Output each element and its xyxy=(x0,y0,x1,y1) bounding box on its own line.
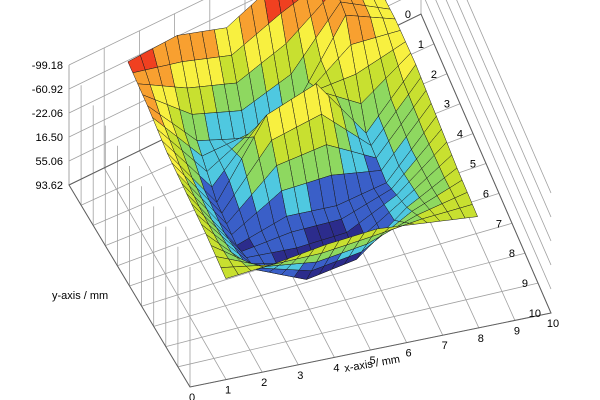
z-tick-label: -22.06 xyxy=(32,108,63,120)
floor-gridline xyxy=(165,252,526,347)
tick-labels: 93.62 55.06 16.50 -22.06 -60.92 -99.18 0 1 2 3 4 5 6… xyxy=(32,9,559,400)
floor-gridline xyxy=(153,222,513,327)
x-tick-label: 10 xyxy=(547,318,559,330)
z-tick-label: 16.50 xyxy=(35,132,63,144)
y-tick-label: 2 xyxy=(431,69,437,81)
wall-z-gridline xyxy=(435,0,552,266)
wall-z-gridline xyxy=(68,0,204,66)
x-tick-label: 4 xyxy=(333,362,339,374)
x-tick-label: 1 xyxy=(225,385,231,397)
surface-mesh xyxy=(127,0,478,280)
wall-z-gridline xyxy=(445,0,552,242)
x-tick-label: 0 xyxy=(189,392,195,400)
wall-z-gridline xyxy=(68,0,254,90)
y-tick-label: 3 xyxy=(444,99,450,111)
y-tick-label: 8 xyxy=(509,248,515,260)
x-tick-label: 7 xyxy=(442,340,448,352)
z-tick-label: 93.62 xyxy=(35,180,63,192)
y-tick-label: 4 xyxy=(457,129,463,141)
x-tick-label: 3 xyxy=(297,370,303,382)
wall-z-gridline xyxy=(466,0,552,194)
x-tick-label: 8 xyxy=(478,333,484,345)
y-tick-label: 10 xyxy=(529,308,541,320)
x-tick-label: 9 xyxy=(514,325,520,337)
wall-z-gridline xyxy=(424,0,552,290)
wall-z-gridline xyxy=(456,0,552,218)
y-axis-label: y-axis / mm xyxy=(52,290,108,302)
x-tick-label: 5 xyxy=(369,355,375,367)
surface-patch xyxy=(220,266,239,279)
y-tick-label: 9 xyxy=(522,278,528,290)
y-tick-label: 5 xyxy=(470,159,476,171)
z-tick-label: 55.06 xyxy=(35,156,63,168)
x-tick-label: 6 xyxy=(406,348,412,360)
x-tick-label: 2 xyxy=(261,377,267,389)
y-tick-label: 7 xyxy=(496,218,502,230)
z-tick-label: -99.18 xyxy=(32,60,63,72)
floor-gridline xyxy=(177,282,539,368)
y-tick-label: 6 xyxy=(483,188,489,200)
y-tick-label: 1 xyxy=(418,39,424,51)
z-tick-label: -60.92 xyxy=(32,84,63,96)
y-tick-label: 0 xyxy=(405,9,411,21)
